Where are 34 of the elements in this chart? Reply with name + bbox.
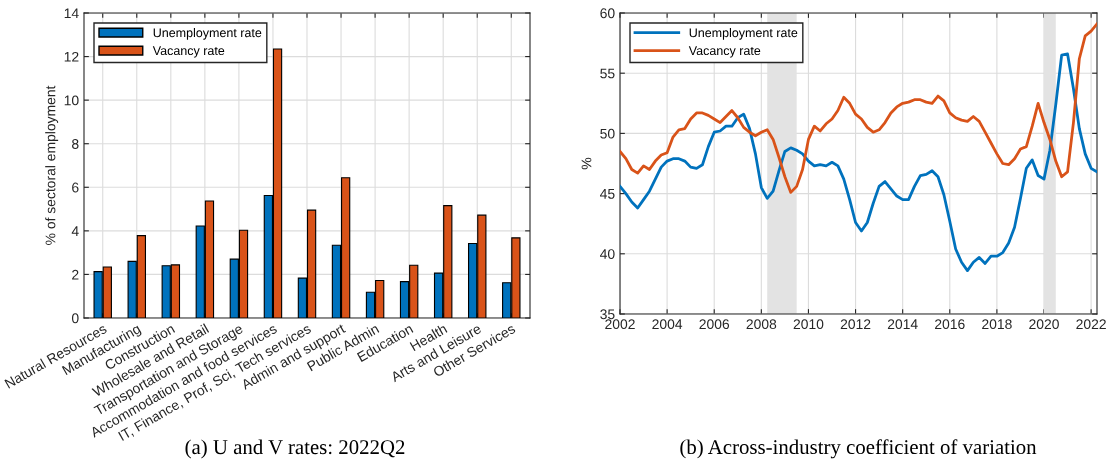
y-tick-label: 10 (64, 95, 79, 106)
legend-label: Unemployment rate (689, 28, 798, 40)
y-tick-label: 14 (64, 8, 79, 19)
legend-label: Unemployment rate (153, 28, 262, 40)
x-tick-label: 2004 (652, 319, 683, 330)
x-tick-label: 2016 (935, 319, 965, 330)
legend-label: Vacancy rate (152, 46, 225, 58)
y-tick-label: 4 (71, 226, 79, 236)
y-tick-label: 45 (600, 189, 615, 199)
x-tick-label: 2006 (699, 319, 730, 330)
y-tick-label: 35 (600, 309, 615, 320)
y-tick-label: 55 (600, 68, 615, 79)
y-tick-label: 0 (71, 313, 79, 324)
line-series (620, 22, 1097, 194)
y-tick-label: 12 (64, 51, 79, 62)
x-tick-label: 2012 (840, 319, 871, 330)
y-axis-title: % of sectoral employment (45, 85, 59, 245)
text: (a) U and V rates: 2022Q2 (185, 439, 405, 459)
x-tick-label: 2014 (887, 319, 918, 330)
y-tick-label: 40 (600, 249, 615, 259)
x-tick-label: 2022 (1076, 319, 1106, 330)
y-tick-label: 60 (600, 8, 615, 19)
x-tick-label: 2010 (793, 319, 824, 330)
y-tick-label: 2 (72, 269, 79, 280)
x-tick-label: 2008 (746, 319, 777, 330)
x-tick-label: 2018 (982, 319, 1012, 330)
x-tick-label: 2020 (1029, 319, 1059, 330)
y-axis-title: % (581, 157, 592, 170)
text: (b) Across-industry coefficient of variation (680, 439, 1037, 459)
x-tick-label: 2002 (605, 319, 635, 330)
y-tick-label: 8 (72, 139, 79, 149)
y-tick-label: 6 (72, 182, 79, 193)
y-tick-label: 50 (600, 128, 615, 139)
legend-label: Vacancy rate (688, 46, 761, 58)
